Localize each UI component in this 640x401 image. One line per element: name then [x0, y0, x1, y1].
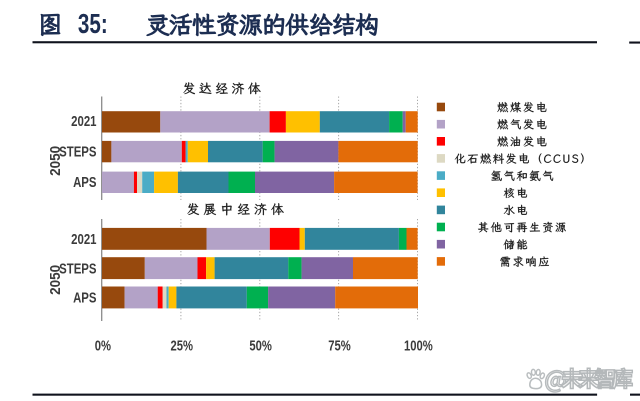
svg-text:100%: 100% — [404, 337, 433, 354]
svg-text:0%: 0% — [95, 337, 111, 354]
svg-text:APS: APS — [73, 173, 97, 190]
svg-text:APS: APS — [73, 289, 97, 306]
svg-text:35:: 35: — [78, 9, 108, 40]
svg-text:2050: 2050 — [48, 265, 65, 295]
svg-text:2050: 2050 — [48, 146, 65, 176]
svg-text:75%: 75% — [328, 337, 351, 354]
svg-text:2021: 2021 — [71, 113, 97, 130]
svg-text:STEPS: STEPS — [59, 260, 96, 277]
svg-text:25%: 25% — [171, 337, 194, 354]
svg-text:50%: 50% — [249, 337, 272, 354]
svg-text:2021: 2021 — [71, 230, 97, 247]
svg-text:STEPS: STEPS — [59, 143, 96, 160]
